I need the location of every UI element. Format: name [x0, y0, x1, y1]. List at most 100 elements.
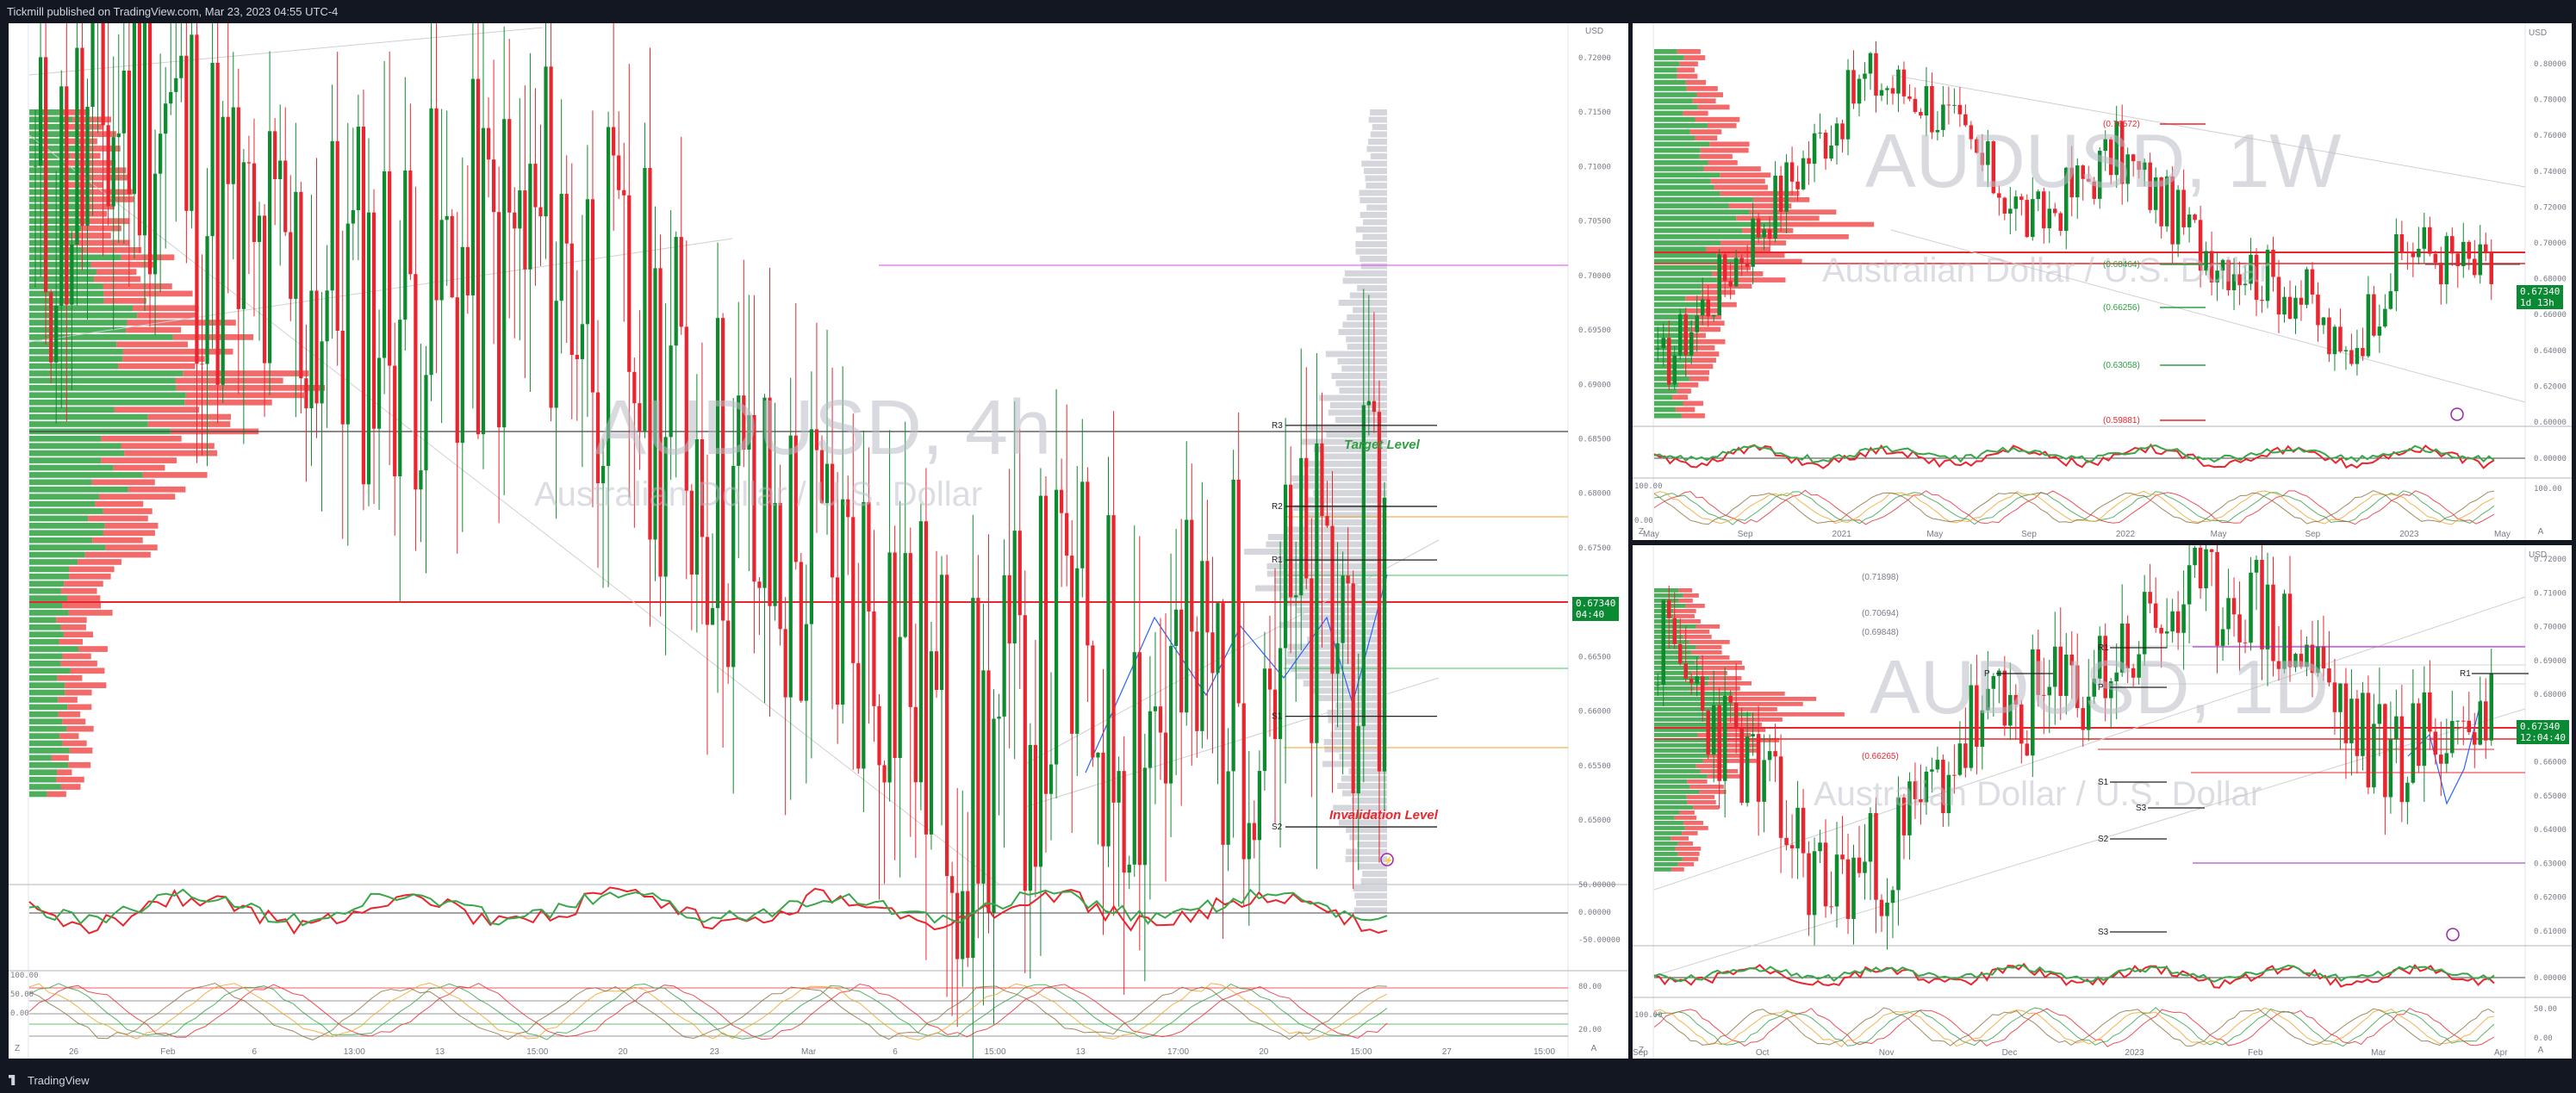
candle-body [1818, 842, 1822, 852]
candle-body [1262, 668, 1267, 772]
candle-body [2338, 326, 2343, 351]
candle-body [1857, 857, 1862, 873]
volume-profile-up [29, 312, 138, 319]
candle-body [460, 246, 464, 444]
volume-profile-down [1690, 357, 1716, 363]
volume-profile-down [103, 297, 146, 304]
candle-body [314, 290, 319, 404]
candle-body [2081, 165, 2086, 179]
session-volume [1324, 746, 1387, 753]
candle-body [2293, 654, 2298, 668]
volume-profile-up [1654, 320, 1694, 326]
candle-body [632, 371, 637, 404]
candle-body [1986, 141, 1990, 165]
tradingview-logo[interactable]: TradingView [9, 1074, 90, 1087]
lightning-icon[interactable] [2446, 928, 2460, 941]
volume-profile-up [1654, 650, 1691, 655]
volume-profile-up [29, 500, 96, 507]
candle-body [2175, 611, 2181, 633]
candle-body [1896, 69, 1901, 94]
candle-body [164, 103, 168, 134]
volume-profile-up [1654, 769, 1701, 773]
volume-profile-down [1677, 852, 1700, 856]
candle-body [1901, 69, 1907, 96]
session-volume [1353, 885, 1387, 891]
session-volume [1339, 388, 1387, 394]
auto-scale-button[interactable]: A [2537, 1046, 2544, 1055]
candle-body [304, 378, 308, 409]
watermark-symbol: AUDUSD, 1D [1870, 644, 2329, 730]
candle-body [2047, 686, 2052, 696]
volume-profile-up [1654, 655, 1700, 660]
candle-body [2053, 208, 2057, 214]
volume-profile-down [67, 704, 92, 711]
volume-profile-up [29, 674, 58, 681]
volume-profile-down [56, 617, 87, 624]
candle-body [351, 209, 355, 224]
volume-profile-down [1718, 723, 1762, 727]
volume-profile-down [66, 725, 94, 732]
candle-body [1012, 531, 1017, 644]
candle-body [2075, 165, 2080, 198]
volume-profile-up [1654, 717, 1727, 722]
candle-body [513, 212, 517, 229]
candle-body [929, 651, 934, 835]
volume-profile-up [29, 653, 63, 660]
time-tick: Feb [2248, 1048, 2263, 1058]
volume-profile-down [1686, 795, 1715, 799]
chart-4h-canvas[interactable]: AUDUSD, 4h Australian Dollar / U.S. Doll… [9, 23, 1628, 1059]
candle-body [366, 212, 371, 485]
candle-body [2310, 644, 2315, 674]
volume-profile-down [1689, 785, 1724, 789]
time-tick: May [2211, 530, 2227, 539]
volume-profile-down [1708, 754, 1746, 758]
volume-profile-down [1689, 129, 1722, 134]
volume-profile-up [1654, 338, 1691, 345]
candle-body [132, 23, 137, 195]
candle-body [752, 414, 756, 582]
volume-profile-down [1720, 190, 1800, 196]
pivot-label: R1 [1272, 556, 1283, 565]
volume-profile-down [105, 544, 158, 550]
volume-profile-down [1691, 671, 1727, 675]
auto-scale-button[interactable]: A [2537, 527, 2544, 537]
volume-profile-down [1689, 376, 1709, 382]
candle-body [877, 705, 881, 766]
volume-profile-down [57, 674, 83, 681]
lightning-icon[interactable] [2450, 407, 2464, 421]
zoom-toggle-icon[interactable]: Z [1638, 1046, 1645, 1055]
candle-body [455, 297, 459, 444]
auto-scale-button[interactable]: A [1590, 1044, 1597, 1053]
zoom-toggle-icon[interactable]: Z [14, 1044, 21, 1053]
price-tick: 0.69000 [2534, 657, 2567, 666]
candle-body [851, 517, 856, 663]
session-volume [1357, 841, 1387, 848]
chart-pane-1w[interactable]: AUDUSD, 1W Australian Dollar / U.S. Doll… [1633, 23, 2572, 540]
lightning-icon[interactable] [1380, 853, 1394, 866]
session-volume [1338, 329, 1387, 335]
chart-pane-4h[interactable]: AUDUSD, 4h Australian Dollar / U.S. Doll… [9, 23, 1628, 1059]
volume-profile-down [1678, 588, 1693, 593]
candle-body [1868, 53, 1873, 74]
candle-body [2377, 326, 2382, 336]
candle-body [1874, 53, 1878, 96]
volume-profile-down [127, 320, 236, 326]
volume-profile-down [1671, 836, 1689, 841]
zoom-toggle-icon[interactable]: Z [1638, 527, 1645, 537]
chart-pane-1d[interactable]: AUDUSD, 1D Australian Dollar / U.S. Doll… [1633, 545, 2572, 1059]
session-volume [1304, 424, 1387, 431]
volume-profile-down [76, 131, 116, 137]
chart-1d-canvas[interactable]: AUDUSD, 1D Australian Dollar / U.S. Doll… [1633, 545, 2572, 1059]
volume-profile-down [1708, 160, 1738, 165]
candle-body [1382, 497, 1387, 772]
volume-profile-down [65, 682, 107, 688]
candle-body [252, 163, 257, 242]
volume-profile-up [1654, 123, 1708, 128]
volume-profile-down [137, 312, 199, 319]
session-volume [1267, 534, 1387, 540]
candle-body [335, 140, 339, 332]
session-volume [1313, 446, 1387, 452]
chart-1w-canvas[interactable]: AUDUSD, 1W Australian Dollar / U.S. Doll… [1633, 23, 2572, 540]
candle-body [1341, 575, 1345, 643]
volume-profile-down [62, 718, 86, 725]
